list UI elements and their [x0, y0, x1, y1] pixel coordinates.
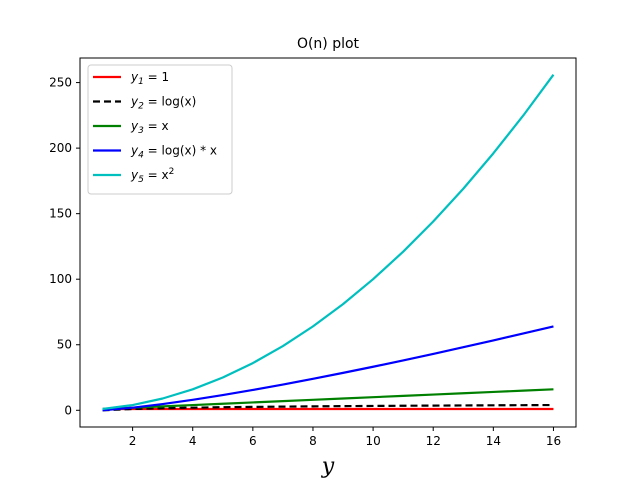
legend-label-1: y1 = 1 — [130, 70, 169, 87]
x-tick-label: 4 — [189, 434, 197, 448]
series-line-5 — [102, 74, 555, 411]
y-tick-label: 250 — [49, 76, 72, 90]
series-layer — [102, 74, 555, 412]
x-tick-label: 14 — [486, 434, 501, 448]
y-tick-label: 200 — [49, 141, 72, 155]
series-line-4 — [102, 325, 554, 412]
x-tick-label: 12 — [426, 434, 441, 448]
y-tick-label: 50 — [57, 338, 72, 352]
plot-area — [79, 57, 577, 428]
legend-label-2: y2 = log(x) — [130, 95, 196, 112]
legend-box — [87, 64, 233, 195]
x-tick-label: 10 — [365, 434, 380, 448]
legend-label-5: y5 = x2 — [130, 167, 174, 185]
legend: y1 = 1 y2 = log(x) y3 = x y4 = log(x) * x y5… — [87, 64, 233, 195]
series-line-2 — [102, 403, 554, 412]
x-tick-label: 16 — [546, 434, 561, 448]
y-tick-label: 100 — [49, 272, 72, 286]
y-axis: 0 50 100 150 200 250 — [49, 76, 80, 417]
y-tick-label: 0 — [64, 403, 72, 417]
legend-label-4: y4 = log(x) * x — [130, 144, 217, 161]
x-axis: 2 4 6 8 10 12 14 16 — [129, 427, 561, 448]
x-axis-label: y — [321, 454, 335, 479]
chart-title: O(n) plot — [297, 36, 360, 52]
series-line-3 — [102, 388, 554, 411]
x-tick-label: 6 — [249, 434, 257, 448]
x-tick-label: 8 — [309, 434, 317, 448]
y-tick-label: 150 — [49, 207, 72, 221]
legend-label-3: y3 = x — [130, 119, 169, 136]
x-tick-label: 2 — [129, 434, 137, 448]
